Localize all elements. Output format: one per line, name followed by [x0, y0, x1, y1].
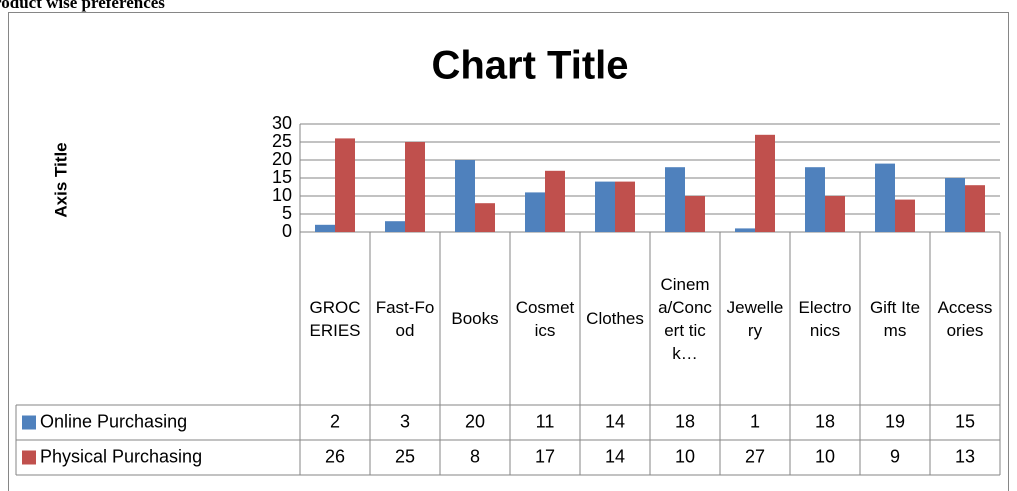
table-value: 18 — [815, 411, 835, 431]
bar — [685, 196, 705, 232]
bar — [875, 163, 895, 232]
y-tick-label: 25 — [272, 131, 292, 151]
x-tick-label-box: Books — [451, 309, 499, 328]
x-tick-label: Jewellery — [726, 297, 784, 340]
bar — [385, 221, 405, 232]
x-tick-label: Fast-Food — [375, 297, 435, 340]
x-tick-label-box: Accessories — [937, 297, 993, 340]
table-value: 27 — [745, 446, 765, 466]
y-tick-label: 10 — [272, 185, 292, 205]
table-value: 14 — [605, 446, 625, 466]
table-value: 17 — [535, 446, 555, 466]
table-value: 13 — [955, 446, 975, 466]
table-value: 18 — [675, 411, 695, 431]
x-tick-label: Books — [451, 309, 499, 328]
table-value: 10 — [675, 446, 695, 466]
x-tick-label-box: Electronics — [798, 297, 852, 340]
table-value: 14 — [605, 411, 625, 431]
legend-label: Online Purchasing — [40, 411, 187, 431]
bar — [895, 199, 915, 232]
bar — [545, 170, 565, 232]
table-value: 3 — [400, 411, 410, 431]
x-tick-label-box: Jewellery — [726, 297, 784, 340]
x-tick-label-box: Gift Items — [869, 297, 921, 340]
table-value: 15 — [955, 411, 975, 431]
x-tick-label-box: Clothes — [586, 309, 644, 328]
y-axis-title: Axis Title — [51, 142, 70, 217]
bar — [595, 181, 615, 232]
x-tick-label-box: Cosmetics — [515, 297, 575, 340]
bar — [665, 167, 685, 232]
table-value: 1 — [750, 411, 760, 431]
table-value: 8 — [470, 446, 480, 466]
bar — [805, 167, 825, 232]
bar — [335, 138, 355, 232]
legend-key — [22, 415, 36, 430]
x-tick-label-box: Cinema/Concert tick… — [658, 274, 712, 363]
bar — [475, 203, 495, 232]
page-heading: roduct wise preferences — [0, 0, 165, 12]
y-tick-label: 20 — [272, 149, 292, 169]
x-tick-label-box: GROCERIES — [309, 297, 361, 340]
bar — [315, 224, 335, 232]
bar — [825, 196, 845, 232]
chart-frame — [8, 12, 1009, 491]
x-tick-label-box: Fast-Food — [375, 297, 435, 340]
y-tick-label: 0 — [282, 221, 292, 241]
x-tick-label: Gift Items — [869, 297, 921, 340]
bar — [965, 185, 985, 232]
y-tick-label: 30 — [272, 113, 292, 133]
table-value: 10 — [815, 446, 835, 466]
y-tick-label: 15 — [272, 167, 292, 187]
bar — [735, 228, 755, 232]
chart-title: Chart Title — [431, 44, 628, 88]
bar — [755, 134, 775, 232]
bar — [525, 192, 545, 232]
bar — [455, 160, 475, 232]
x-tick-label: GROCERIES — [309, 297, 361, 340]
y-tick-label: 5 — [282, 203, 292, 223]
table-value: 19 — [885, 411, 905, 431]
legend-key — [22, 450, 36, 465]
x-tick-label: Accessories — [937, 297, 993, 340]
table-value: 20 — [465, 411, 485, 431]
table-value: 2 — [330, 411, 340, 431]
table-value: 25 — [395, 446, 415, 466]
table-value: 11 — [536, 411, 555, 431]
bar — [405, 142, 425, 232]
x-tick-label: Cosmetics — [515, 297, 575, 340]
bar — [615, 181, 635, 232]
table-value: 9 — [890, 446, 900, 466]
bar — [945, 178, 965, 232]
table-value: 26 — [325, 446, 345, 466]
x-tick-label: Cinema/Concert tick… — [658, 274, 712, 363]
legend-label: Physical Purchasing — [40, 446, 202, 466]
x-tick-label: Clothes — [586, 309, 644, 328]
x-tick-label: Electronics — [798, 297, 852, 340]
